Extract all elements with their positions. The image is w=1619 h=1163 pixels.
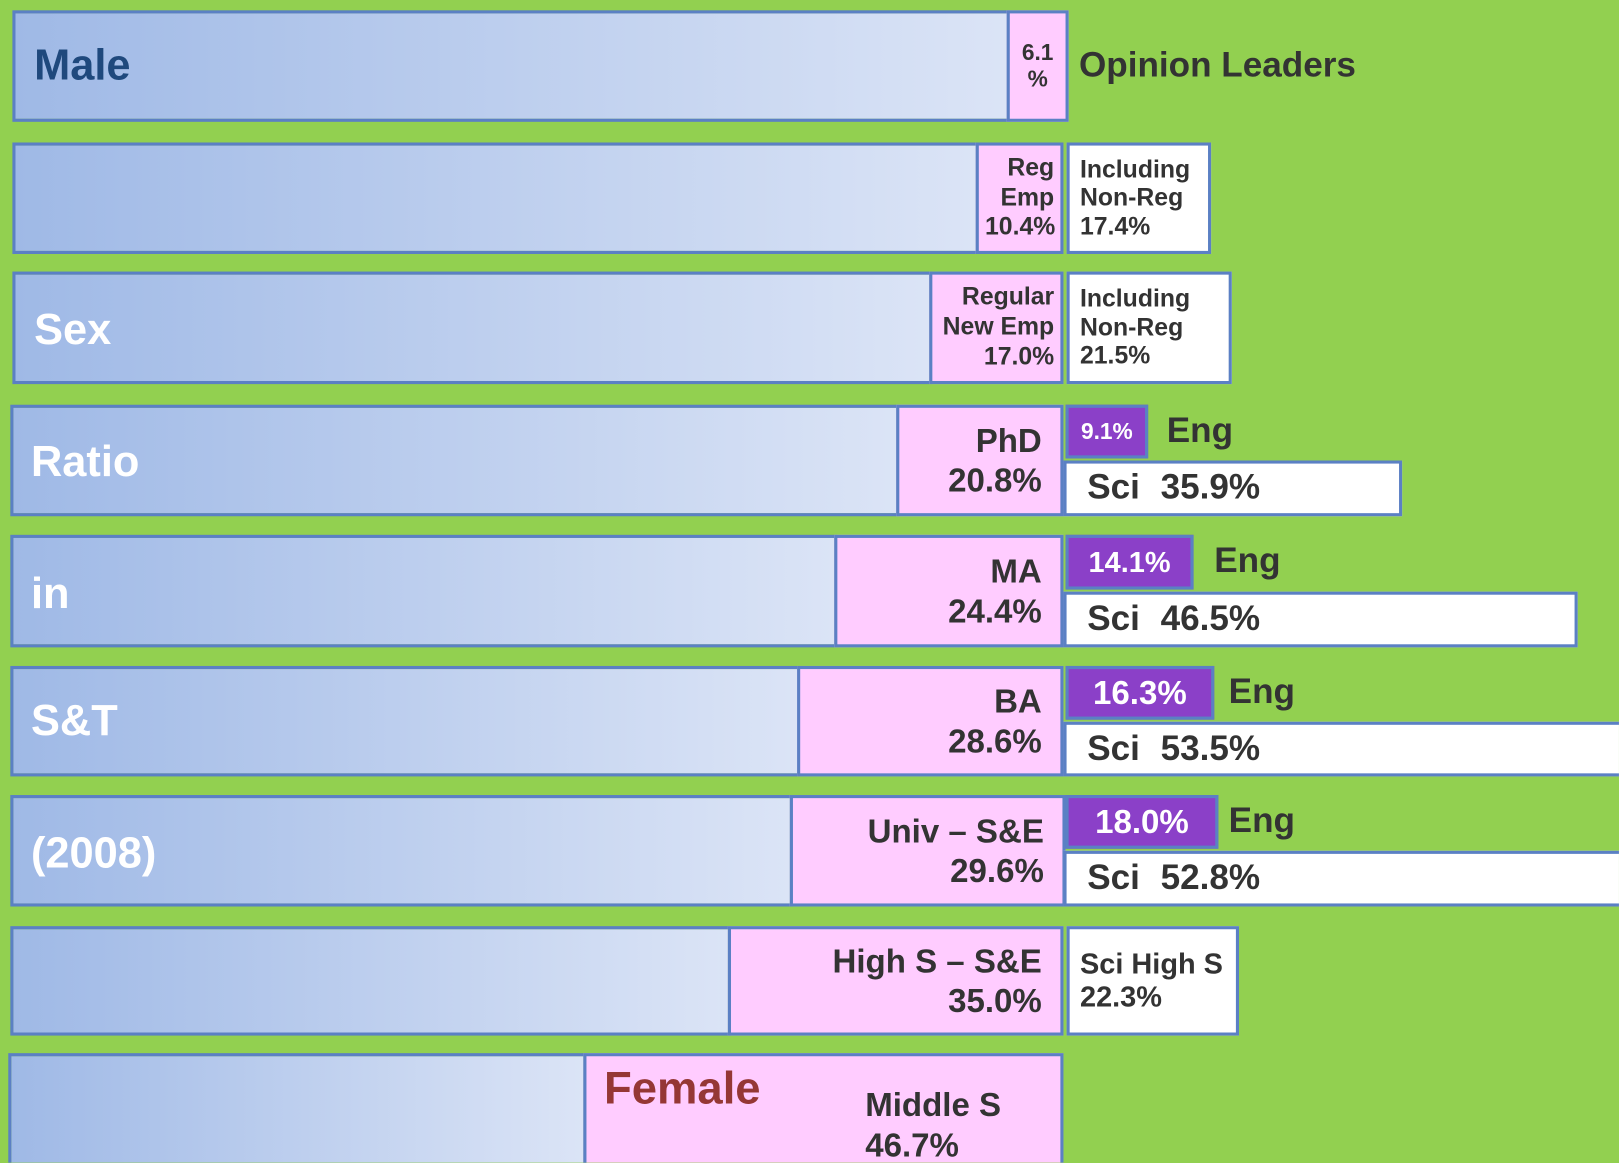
bar [10,926,732,1036]
value-line: % [1027,66,1048,92]
eng-label: Eng [1166,410,1234,451]
value-line: 46.7% [865,1126,959,1163]
value-line: Regular [961,283,1055,312]
sci-value: 53.5% [1160,728,1261,769]
eng-label: Eng [1228,672,1295,712]
side-label: in [30,568,70,618]
value-box: Univ – S&E 29.6% [789,795,1066,907]
extra-line: 22.3% [1079,980,1162,1013]
value-line: PhD [975,421,1042,460]
sci-box: Sci 53.5% [1063,721,1619,777]
value-box: BA 28.6% [797,665,1064,777]
value-line: Emp [1000,183,1055,212]
bar [12,10,1010,122]
value-line: New Emp [942,312,1055,341]
sci-value: 52.8% [1160,858,1261,898]
value-line: Reg [1007,153,1055,182]
eng-value: 14.1% [1065,534,1194,590]
extra-line: 21.5% [1079,342,1151,370]
extra-box: Sci High S 22.3% [1066,926,1239,1036]
side-label: S&T [30,695,118,745]
value-line: 10.4% [985,213,1056,241]
value-line: 6.1 [1021,38,1054,65]
extra-line: Non-Reg [1079,313,1184,342]
value-line: 35.0% [948,981,1042,1020]
value-line: MA [990,552,1042,590]
value-box: Middle S 46.7% [583,1053,1064,1163]
side-label: Male [34,40,131,89]
value-box: MA 24.4% [834,534,1064,648]
sci-label: Sci [1087,599,1140,639]
side-label: Sex [34,304,112,354]
bar [10,534,838,648]
sci-label: Sci [1087,728,1140,769]
note: Opinion Leaders [1078,45,1356,85]
extra-line: Including [1079,155,1191,184]
eng-label: Eng [1228,801,1295,841]
value-box: Regular New Emp 17.0% [929,271,1064,385]
eng-value: 18.0% [1065,795,1219,849]
sci-label: Sci [1087,468,1140,508]
sci-box: Sci 35.9% [1063,460,1403,517]
value-line: Univ – S&E [867,812,1044,850]
bar [12,142,979,254]
sci-box: Sci 52.8% [1063,850,1619,907]
value-line: 28.6% [948,722,1042,760]
extra-line: Sci High S [1079,947,1223,980]
sci-value: 35.9% [1160,468,1261,508]
extra-line: Non-Reg [1079,183,1184,212]
extra-line: 17.4% [1079,212,1151,241]
sci-box: Sci 46.5% [1063,591,1578,648]
value-box: 6.1% [1006,10,1069,122]
side-label: (2008) [30,828,157,877]
value-line: 20.8% [948,461,1042,499]
sci-value: 46.5% [1160,599,1261,639]
value-line: 29.6% [950,851,1044,889]
side-label: Female [604,1063,761,1115]
side-label: Ratio [30,436,140,486]
bar [8,1053,587,1163]
bar [10,404,900,517]
extra-box: Including Non-Reg 21.5% [1066,271,1232,385]
sci-label: Sci [1087,858,1140,898]
value-box: PhD 20.8% [896,404,1064,517]
extra-box: Including Non-Reg 17.4% [1066,142,1212,254]
value-box: Reg Emp 10.4% [975,142,1064,254]
extra-line: Including [1079,285,1191,313]
value-line: 24.4% [948,592,1042,630]
value-line: BA [994,682,1042,720]
eng-label: Eng [1214,541,1281,581]
value-box: High S – S&E 35.0% [727,926,1064,1036]
bar [10,795,793,907]
value-line: Middle S [865,1086,1002,1124]
value-line: High S – S&E [832,942,1042,980]
value-line: 17.0% [983,342,1055,371]
bar [10,665,801,777]
bar [12,271,933,385]
eng-value: 16.3% [1065,665,1215,720]
eng-value: 9.1% [1065,404,1149,459]
